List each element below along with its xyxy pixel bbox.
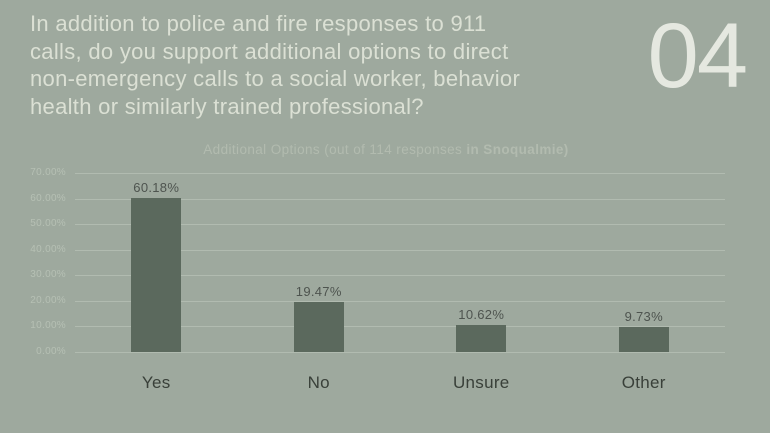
gridline — [75, 224, 725, 226]
chart-title-bold: in Snoqualmie) — [466, 142, 569, 157]
gridline — [75, 275, 725, 277]
y-axis-tick-label: 60.00% — [30, 192, 66, 204]
x-axis-category-label: Unsure — [452, 373, 510, 392]
bar — [293, 302, 344, 352]
bar-value-label: 19.47% — [295, 284, 342, 300]
gridline — [75, 198, 725, 200]
gridline — [75, 300, 725, 302]
chart-title-regular: Additional Options (out of 114 responses — [203, 142, 467, 157]
y-axis-tick-label: 70.00% — [30, 167, 66, 178]
gridline — [75, 249, 725, 251]
bar-value-label: 60.18% — [133, 180, 180, 196]
gridline — [75, 352, 725, 353]
x-axis-category-label: Yes — [141, 373, 171, 392]
y-axis-tick-label: 20.00% — [30, 294, 66, 306]
bar — [131, 198, 182, 352]
y-axis-tick-label: 0.00% — [36, 346, 66, 357]
question-title: In addition to police and fire responses… — [30, 11, 521, 119]
bar — [618, 327, 669, 352]
page-number: 04 — [647, 5, 748, 107]
gridline — [75, 326, 725, 328]
gridline — [75, 173, 725, 174]
bar — [456, 324, 507, 352]
y-axis-tick-label: 50.00% — [30, 218, 66, 230]
bar-value-label: 9.73% — [624, 309, 663, 325]
y-axis-tick-label: 10.00% — [30, 320, 66, 332]
x-axis-category-label: Other — [621, 373, 666, 392]
x-axis-category-label: No — [307, 373, 330, 392]
y-axis-tick-label: 40.00% — [30, 243, 66, 255]
bar-value-label: 10.62% — [458, 306, 505, 322]
chart-title: Additional Options (out of 114 responses… — [75, 142, 697, 157]
y-axis-tick-label: 30.00% — [30, 269, 66, 281]
